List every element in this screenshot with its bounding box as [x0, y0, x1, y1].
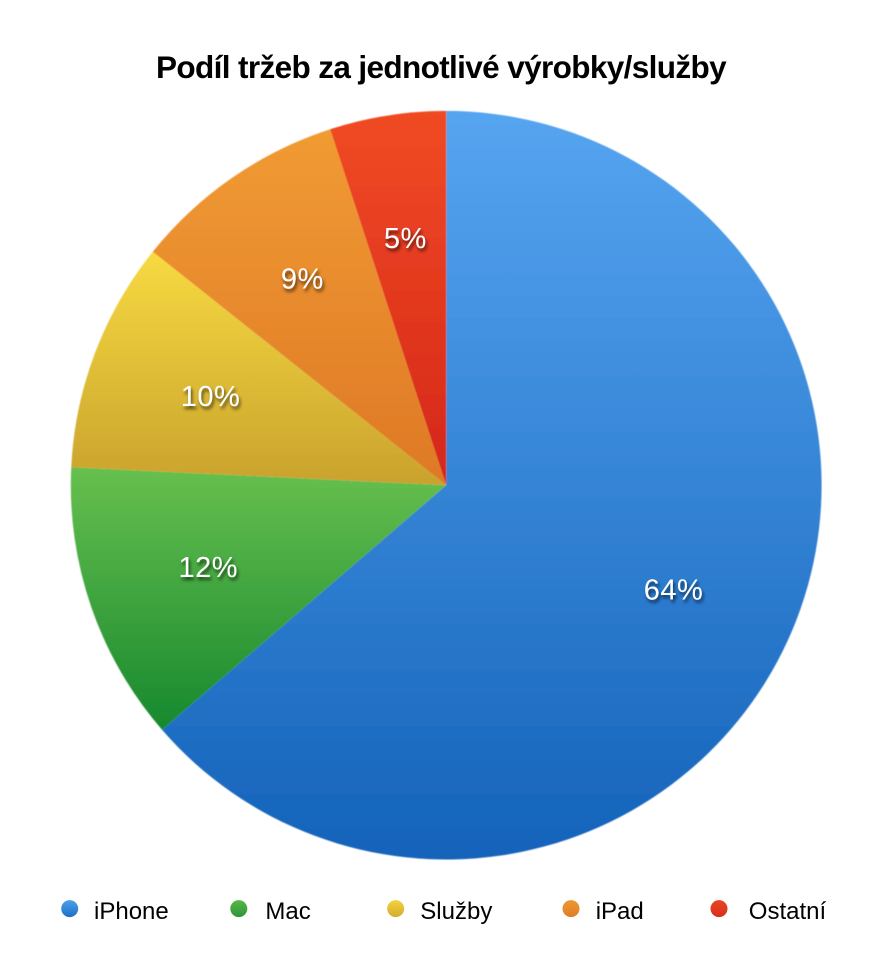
svg-text:iPhone: iPhone: [94, 898, 169, 925]
svg-text:Služby: Služby: [420, 898, 492, 925]
svg-text:9%: 9%: [281, 263, 324, 295]
svg-text:Mac: Mac: [265, 898, 310, 925]
svg-text:10%: 10%: [181, 381, 241, 413]
svg-text:5%: 5%: [384, 223, 427, 255]
svg-text:Podíl tržeb za jednotlivé výro: Podíl tržeb za jednotlivé výrobky/služby: [156, 49, 727, 85]
svg-text:iPad: iPad: [596, 898, 644, 925]
svg-text:64%: 64%: [644, 574, 704, 606]
svg-text:12%: 12%: [179, 552, 239, 584]
svg-text:Ostatní: Ostatní: [749, 898, 827, 925]
